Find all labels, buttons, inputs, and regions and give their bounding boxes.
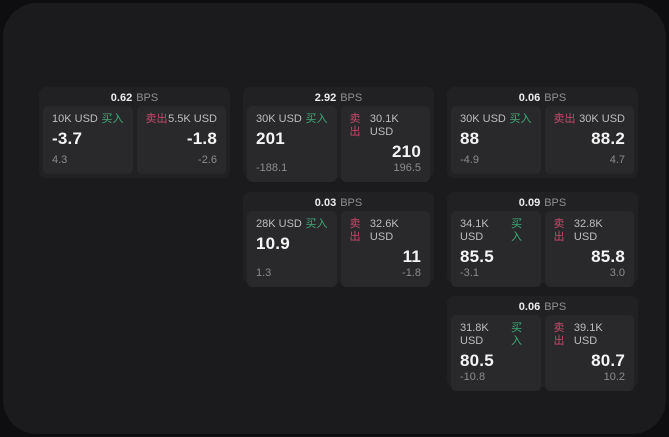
quote-card: 0.03 BPS 28K USD 买入 10.9 1.3 卖出 32.6K US… — [243, 191, 434, 287]
buy-price: 85.5 — [460, 246, 494, 266]
buy-size: 10K USD — [52, 113, 98, 125]
sell-tile[interactable]: 卖出 5.5K USD -1.8 -2.6 — [136, 106, 226, 174]
card-header: 2.92 BPS — [247, 91, 430, 106]
buy-side-label: 买入 — [305, 217, 328, 230]
buy-side-label: 买入 — [511, 217, 523, 243]
sell-price: 85.8 — [591, 246, 625, 266]
sell-size: 30K USD — [579, 113, 625, 125]
buy-change: -3.1 — [460, 266, 479, 279]
buy-size: 30K USD — [256, 113, 302, 125]
bps-value: 0.06 — [518, 92, 541, 104]
buy-change: 1.3 — [256, 266, 272, 279]
sell-size: 5.5K USD — [168, 113, 217, 125]
bps-label: BPS — [136, 92, 159, 104]
buy-size: 34.1K USD — [460, 217, 489, 243]
sell-tile[interactable]: 卖出 32.6K USD 11 -1.8 — [340, 210, 430, 287]
sell-change: 10.2 — [603, 371, 625, 383]
quote-card: 0.06 BPS 31.8K USD 买入 80.5 -10.8 卖出 39.1… — [447, 296, 638, 391]
card-header: 0.06 BPS — [451, 91, 634, 106]
sell-side-label: 卖出 — [349, 113, 361, 138]
main-panel: 0.62 BPS 10K USD 买入 -3.7 4.3 卖出 5.5K USD — [3, 3, 666, 434]
bps-value: 2.92 — [314, 92, 337, 104]
buy-price: 201 — [256, 129, 285, 148]
sell-side-label: 卖出 — [145, 113, 168, 125]
quote-card: 0.06 BPS 30K USD 买入 88 -4.9 卖出 30K USD — [447, 87, 638, 178]
sell-change: -1.8 — [402, 266, 421, 279]
bps-value: 0.09 — [518, 196, 541, 209]
buy-change: -10.8 — [460, 371, 486, 383]
buy-tile[interactable]: 10K USD 买入 -3.7 4.3 — [43, 106, 133, 174]
sell-change: -2.6 — [198, 154, 217, 166]
buy-price: 80.5 — [460, 351, 494, 370]
buy-side-label: 买入 — [511, 322, 523, 347]
sell-price: 88.2 — [591, 129, 625, 148]
quote-card: 0.09 BPS 34.1K USD 买入 85.5 -3.1 卖出 32.8K… — [447, 191, 638, 287]
buy-price: 88 — [460, 129, 480, 148]
bps-label: BPS — [340, 92, 363, 104]
sell-tile[interactable]: 卖出 32.8K USD 85.8 3.0 — [544, 210, 634, 287]
buy-tile[interactable]: 30K USD 买入 201 -188.1 — [247, 106, 337, 182]
bps-value: 0.06 — [518, 301, 541, 313]
buy-tile[interactable]: 30K USD 买入 88 -4.9 — [451, 106, 541, 174]
sell-change: 3.0 — [609, 266, 625, 279]
buy-change: -4.9 — [460, 154, 479, 166]
quote-card: 2.92 BPS 30K USD 买入 201 -188.1 卖出 30.1K … — [243, 87, 434, 182]
quote-card: 0.62 BPS 10K USD 买入 -3.7 4.3 卖出 5.5K USD — [39, 87, 230, 178]
buy-side-label: 买入 — [305, 113, 328, 125]
sell-change: 4.7 — [609, 154, 625, 166]
bps-label: BPS — [544, 301, 567, 313]
sell-side-label: 卖出 — [553, 322, 565, 347]
buy-size: 30K USD — [460, 113, 506, 125]
sell-tile[interactable]: 卖出 30K USD 88.2 4.7 — [544, 106, 634, 174]
buy-change: -188.1 — [256, 162, 288, 174]
sell-price: 11 — [402, 246, 421, 266]
sell-size: 32.8K USD — [573, 217, 603, 243]
card-header: 0.03 BPS — [247, 196, 430, 211]
buy-price: -3.7 — [52, 129, 83, 148]
card-header: 0.62 BPS — [43, 91, 226, 106]
sell-size: 32.6K USD — [369, 217, 399, 243]
sell-price: 80.7 — [591, 351, 625, 370]
bps-value: 0.03 — [314, 196, 337, 209]
buy-size: 28K USD — [256, 217, 302, 230]
sell-size: 30.1K USD — [369, 113, 399, 138]
buy-price: 10.9 — [256, 233, 290, 253]
buy-change: 4.3 — [52, 154, 68, 166]
bps-label: BPS — [340, 196, 363, 209]
quote-grid: 0.62 BPS 10K USD 买入 -3.7 4.3 卖出 5.5K USD — [39, 87, 638, 391]
sell-tile[interactable]: 卖出 39.1K USD 80.7 10.2 — [544, 315, 634, 391]
sell-side-label: 卖出 — [553, 217, 565, 243]
buy-side-label: 买入 — [101, 113, 124, 125]
bps-value: 0.62 — [110, 92, 133, 104]
buy-tile[interactable]: 28K USD 买入 10.9 1.3 — [247, 210, 337, 287]
sell-price: 210 — [392, 142, 421, 161]
card-header: 0.09 BPS — [451, 196, 634, 211]
buy-size: 31.8K USD — [460, 322, 489, 347]
sell-side-label: 卖出 — [553, 113, 576, 125]
buy-tile[interactable]: 31.8K USD 买入 80.5 -10.8 — [451, 315, 541, 391]
buy-side-label: 买入 — [509, 113, 532, 125]
bps-label: BPS — [544, 196, 567, 209]
sell-side-label: 卖出 — [349, 217, 361, 243]
sell-change: 196.5 — [393, 162, 421, 174]
sell-price: -1.8 — [186, 129, 217, 148]
sell-size: 39.1K USD — [573, 322, 603, 347]
card-header: 0.06 BPS — [451, 300, 634, 315]
bps-label: BPS — [544, 92, 567, 104]
sell-tile[interactable]: 卖出 30.1K USD 210 196.5 — [340, 106, 430, 182]
buy-tile[interactable]: 34.1K USD 买入 85.5 -3.1 — [451, 210, 541, 287]
